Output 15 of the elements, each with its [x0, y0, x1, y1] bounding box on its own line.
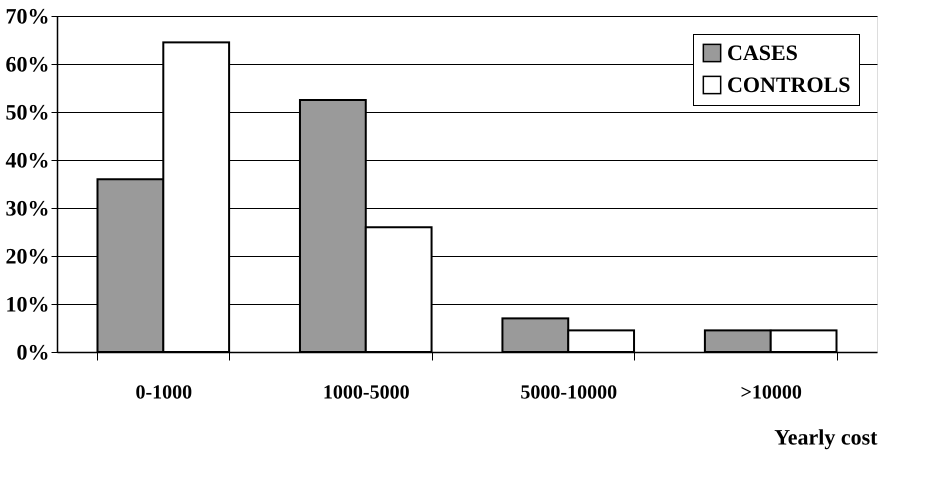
legend-label: CONTROLS	[727, 72, 850, 97]
x-tick-label: 0-1000	[135, 382, 192, 404]
x-tick-label: >10000	[740, 382, 802, 404]
y-tick-label: 60%	[6, 52, 50, 76]
legend-label: CASES	[727, 40, 798, 65]
y-tick-label: 50%	[6, 100, 50, 124]
x-axis-title: Yearly cost	[774, 424, 878, 450]
x-tick-label: 1000-5000	[322, 382, 410, 404]
y-tick-label: 10%	[6, 292, 50, 316]
y-tick-label: 0%	[16, 340, 50, 364]
y-tick-label: 70%	[6, 4, 50, 28]
x-tick-label: 5000-10000	[520, 382, 618, 404]
y-tick-label: 40%	[6, 148, 50, 172]
y-tick-label: 30%	[6, 196, 50, 220]
y-tick-label: 20%	[6, 244, 50, 268]
